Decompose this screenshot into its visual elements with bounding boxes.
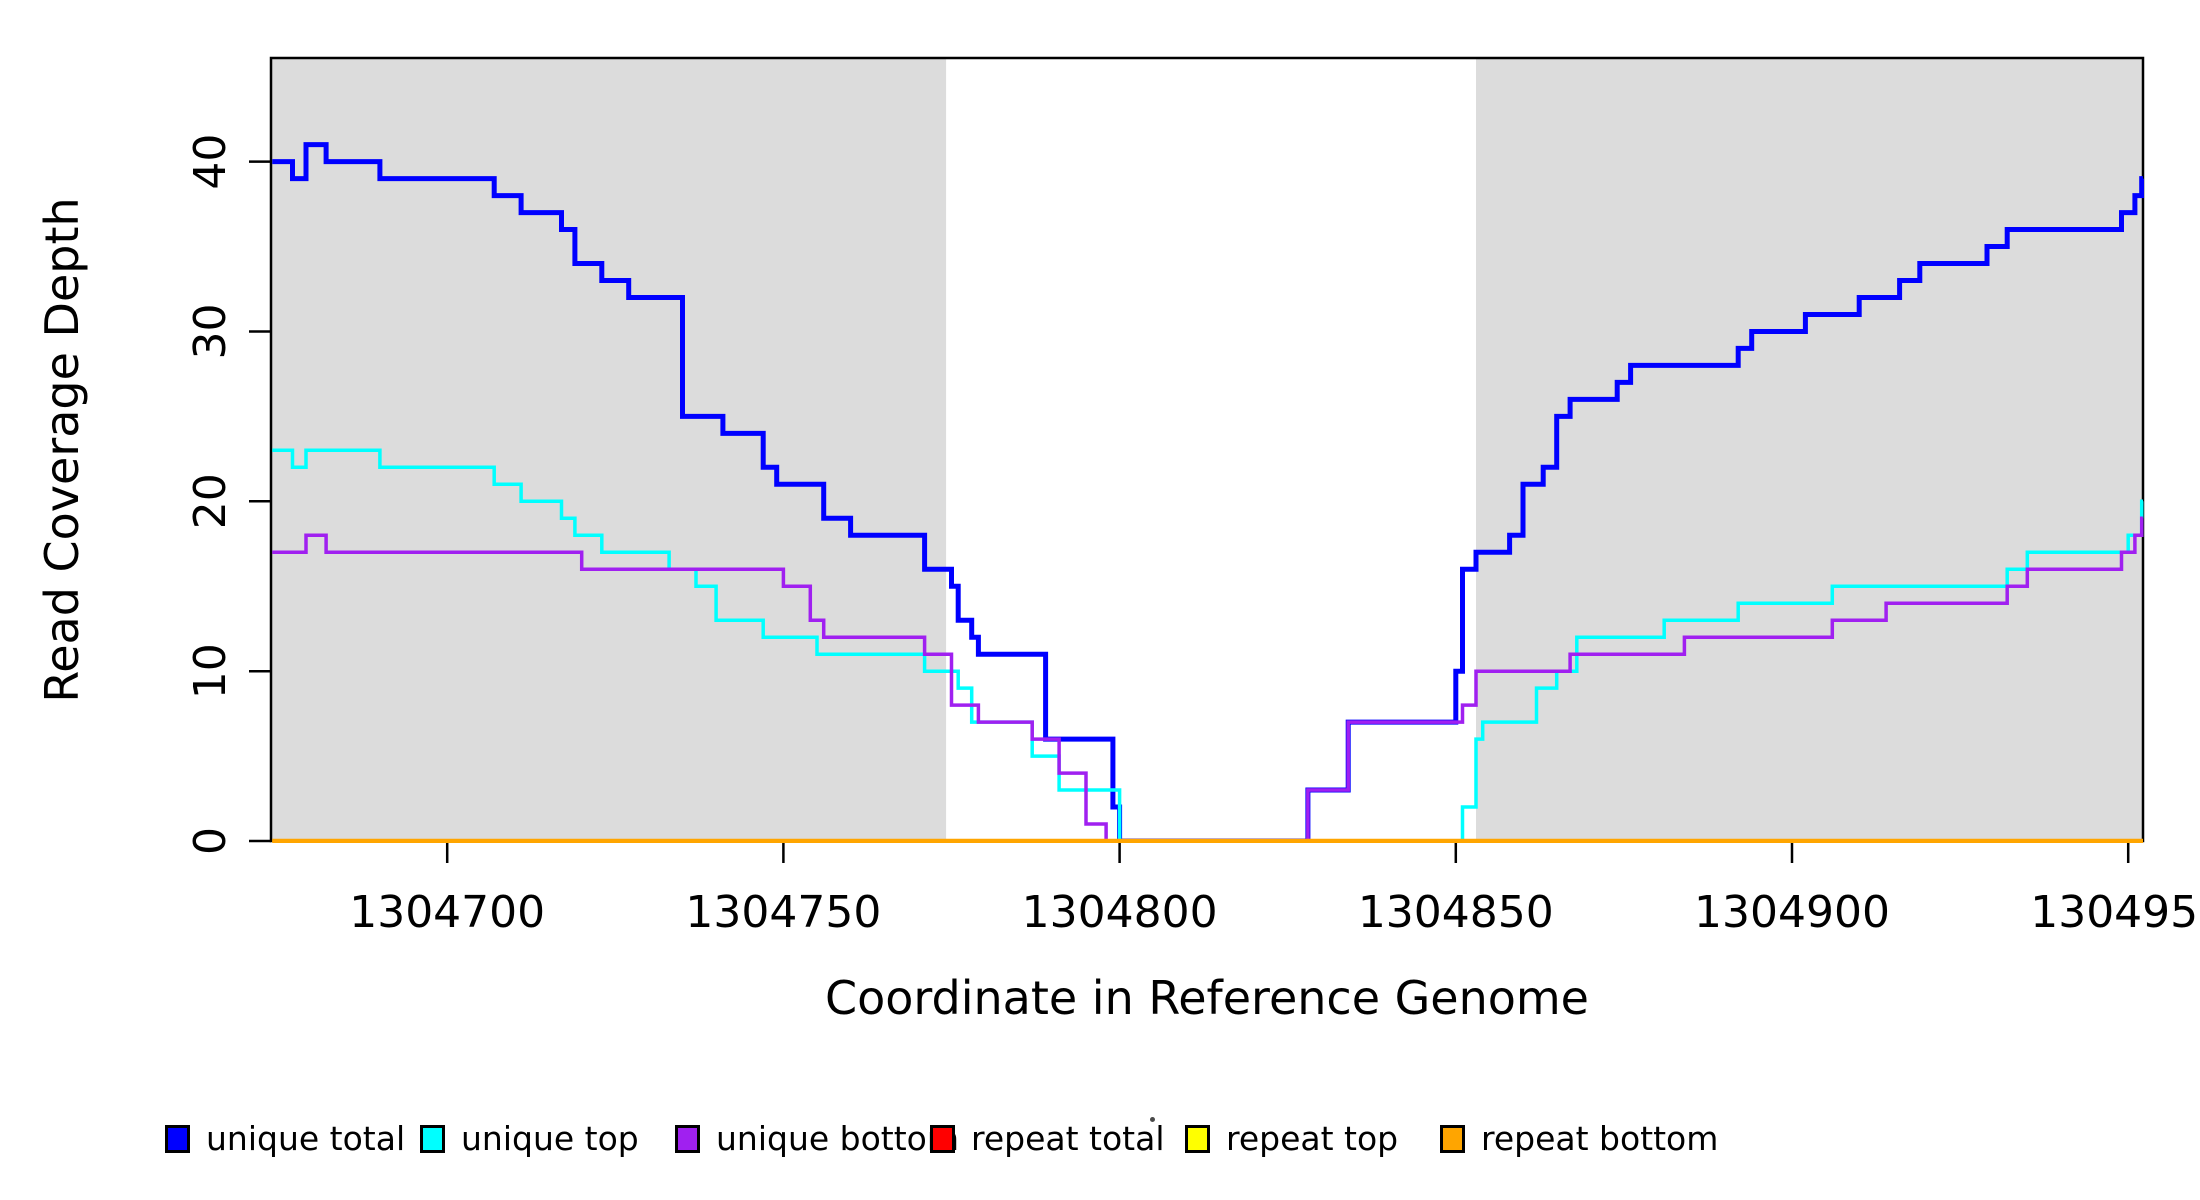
x-tick-label: 1304850 bbox=[1358, 887, 1554, 938]
legend-item-repeat-bottom: repeat bottom bbox=[1440, 1119, 1718, 1158]
shaded-region bbox=[271, 58, 947, 841]
y-axis-title: Read Coverage Depth bbox=[35, 197, 89, 703]
legend-swatch bbox=[1185, 1124, 1210, 1153]
x-axis-title: Coordinate in Reference Genome bbox=[825, 971, 1589, 1025]
legend-label: repeat top bbox=[1226, 1119, 1399, 1158]
legend-label: repeat bottom bbox=[1481, 1119, 1719, 1158]
legend-label: repeat total bbox=[971, 1119, 1165, 1158]
legend-label: unique top bbox=[461, 1119, 639, 1158]
legend-item-unique-bottom: unique bottom bbox=[675, 1119, 959, 1158]
y-tick-label: 0 bbox=[185, 827, 236, 855]
legend-swatch bbox=[675, 1124, 700, 1153]
shaded-region bbox=[1476, 58, 2143, 841]
y-tick-label: 20 bbox=[185, 473, 236, 529]
y-tick-label: 30 bbox=[185, 304, 236, 360]
y-tick-label: 40 bbox=[185, 134, 236, 190]
stray-dot-mark bbox=[1150, 1117, 1155, 1122]
legend-item-unique-top: unique top bbox=[420, 1119, 639, 1158]
x-tick-label: 1304800 bbox=[1022, 887, 1218, 938]
x-tick-label: 1304750 bbox=[685, 887, 881, 938]
legend-swatch bbox=[1440, 1124, 1465, 1153]
legend-swatch bbox=[420, 1124, 445, 1153]
legend-item-repeat-top: repeat top bbox=[1185, 1119, 1398, 1158]
x-tick-label: 1304700 bbox=[349, 887, 545, 938]
y-tick-label: 10 bbox=[185, 643, 236, 699]
legend-label: unique total bbox=[206, 1119, 406, 1158]
legend-swatch bbox=[165, 1124, 190, 1153]
x-tick-label: 1304900 bbox=[1694, 887, 1890, 938]
legend-swatch bbox=[930, 1124, 955, 1153]
legend-item-repeat-total: repeat total bbox=[930, 1119, 1165, 1158]
legend-item-unique-total: unique total bbox=[165, 1119, 405, 1158]
legend-label: unique bottom bbox=[716, 1119, 960, 1158]
